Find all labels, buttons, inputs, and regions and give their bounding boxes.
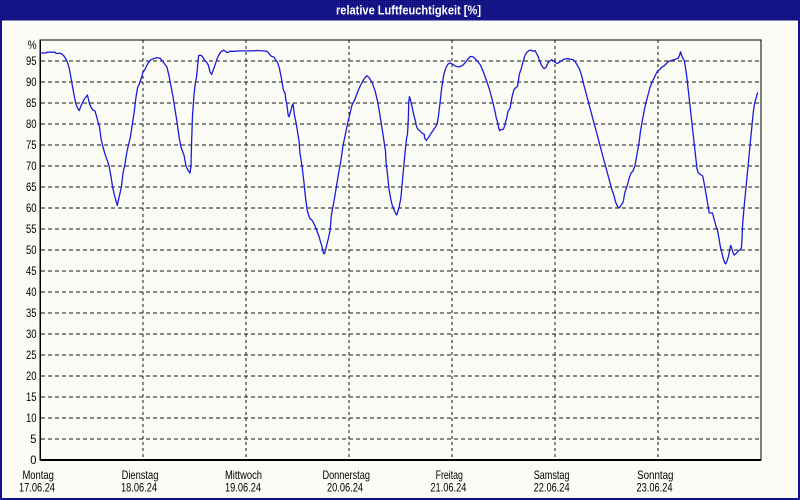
svg-text:90: 90 (26, 75, 37, 89)
svg-text:Montag: Montag (22, 468, 54, 482)
svg-text:relative Luftfeuchtigkeit [%]: relative Luftfeuchtigkeit [%] (336, 3, 481, 18)
svg-text:20.06.24: 20.06.24 (327, 480, 363, 494)
svg-text:60: 60 (26, 201, 37, 215)
svg-text:5: 5 (30, 432, 36, 446)
svg-text:22.06.24: 22.06.24 (534, 480, 570, 494)
svg-text:20: 20 (26, 369, 37, 383)
svg-text:30: 30 (26, 327, 37, 341)
svg-text:10: 10 (26, 411, 37, 425)
svg-text:Freitag: Freitag (436, 468, 463, 482)
svg-text:70: 70 (26, 159, 37, 173)
svg-text:35: 35 (26, 306, 37, 320)
svg-text:19.06.24: 19.06.24 (225, 480, 261, 494)
svg-text:75: 75 (26, 138, 37, 152)
svg-text:23.06.24: 23.06.24 (637, 480, 673, 494)
svg-text:18.06.24: 18.06.24 (121, 480, 157, 494)
svg-text:85: 85 (26, 96, 37, 110)
svg-text:50: 50 (26, 243, 37, 257)
svg-text:15: 15 (26, 390, 37, 404)
svg-text:Mittwoch: Mittwoch (225, 468, 262, 482)
svg-text:80: 80 (26, 117, 37, 131)
svg-text:17.06.24: 17.06.24 (19, 480, 55, 494)
svg-text:%: % (28, 38, 37, 52)
svg-text:55: 55 (26, 222, 37, 236)
svg-text:40: 40 (26, 285, 37, 299)
svg-text:65: 65 (26, 180, 37, 194)
svg-text:25: 25 (26, 348, 37, 362)
svg-text:21.06.24: 21.06.24 (430, 480, 466, 494)
svg-text:95: 95 (26, 54, 37, 68)
svg-text:Samstag: Samstag (534, 468, 570, 482)
svg-text:Sonntag: Sonntag (637, 468, 673, 482)
svg-text:Donnerstag: Donnerstag (322, 468, 370, 482)
svg-text:Dienstag: Dienstag (122, 468, 159, 482)
svg-text:45: 45 (26, 264, 37, 278)
svg-text:0: 0 (30, 453, 36, 467)
